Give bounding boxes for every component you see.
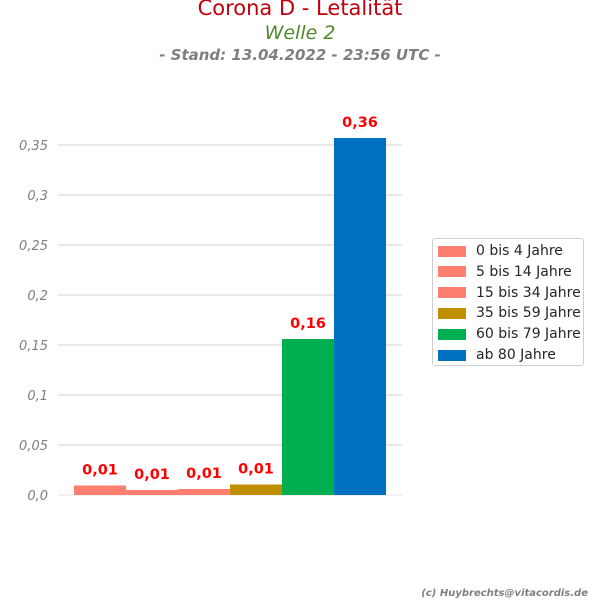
- legend-swatch: [438, 287, 466, 299]
- legend-item: 5 bis 14 Jahre: [438, 263, 572, 281]
- bar: [334, 138, 386, 495]
- legend-label: 0 bis 4 Jahre: [476, 243, 563, 259]
- y-tick-label: 0,2: [27, 289, 48, 304]
- legend-label: 5 bis 14 Jahre: [476, 263, 572, 280]
- y-tick-label: 0,25: [19, 239, 48, 254]
- bar: [126, 490, 178, 495]
- legend-item: 0 bis 4 Jahre: [438, 242, 563, 260]
- legend-item: 60 bis 79 Jahre: [438, 325, 581, 343]
- chart-stand: - Stand: 13.04.2022 - 23:56 UTC -: [159, 46, 441, 64]
- y-tick-label: 0,05: [19, 439, 48, 454]
- legend-swatch: [438, 328, 466, 340]
- data-label: 0,01: [238, 462, 274, 478]
- data-label: 0,01: [82, 463, 118, 479]
- bar: [74, 485, 126, 495]
- chart-subtitle: Welle 2: [264, 22, 336, 44]
- bar: [282, 339, 334, 495]
- credit-text: (c) Huybrechts@vitacordis.de: [421, 588, 588, 599]
- data-label: 0,01: [134, 467, 170, 483]
- legend-label: ab 80 Jahre: [476, 347, 556, 363]
- legend-item: 15 bis 34 Jahre: [438, 284, 581, 302]
- data-label: 0,36: [342, 115, 378, 131]
- legend: 0 bis 4 Jahre 5 bis 14 Jahre 15 bis 34 Jah…: [432, 238, 584, 366]
- legend-label: 60 bis 79 Jahre: [476, 326, 581, 343]
- data-label: 0,01: [186, 466, 222, 482]
- legend-swatch: [438, 349, 466, 361]
- legend-label: 15 bis 34 Jahre: [476, 284, 581, 301]
- chart-title: Corona D - Letalität: [197, 0, 403, 20]
- bar: [178, 489, 230, 495]
- bar: [230, 484, 282, 495]
- legend-label: 35 bis 59 Jahre: [476, 305, 581, 322]
- y-tick-label: 0,15: [19, 339, 48, 354]
- y-tick-label: 0,0: [27, 489, 48, 504]
- legend-item: ab 80 Jahre: [438, 346, 556, 364]
- data-label: 0,16: [290, 316, 326, 332]
- legend-swatch: [438, 245, 466, 257]
- legend-item: 35 bis 59 Jahre: [438, 304, 581, 322]
- y-tick-label: 0,35: [19, 139, 48, 154]
- legend-swatch: [438, 307, 466, 319]
- y-tick-label: 0,1: [27, 389, 48, 404]
- legend-swatch: [438, 266, 466, 278]
- y-tick-label: 0,3: [27, 189, 48, 204]
